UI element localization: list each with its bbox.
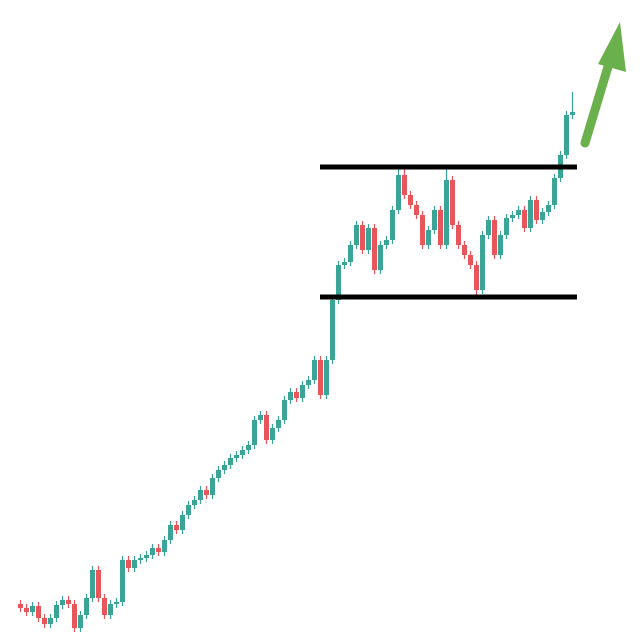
levels bbox=[320, 164, 577, 300]
candle-body bbox=[222, 465, 227, 470]
candle-body bbox=[516, 210, 521, 215]
candle-body bbox=[54, 605, 59, 618]
candle-body bbox=[24, 608, 29, 612]
candle-body bbox=[198, 490, 203, 500]
candle-body bbox=[408, 195, 413, 205]
candle-body bbox=[444, 180, 449, 245]
candle-body bbox=[492, 220, 497, 255]
candles bbox=[18, 92, 575, 632]
candle-body bbox=[282, 400, 287, 420]
arrow-shaft bbox=[580, 55, 615, 148]
candle-body bbox=[126, 560, 131, 568]
candle-body bbox=[120, 560, 125, 602]
candle-body bbox=[546, 205, 551, 212]
candle-body bbox=[294, 392, 299, 398]
candle-body bbox=[462, 245, 467, 255]
candle-body bbox=[84, 598, 89, 615]
candle-body bbox=[72, 604, 77, 628]
candle-body bbox=[480, 235, 485, 290]
candle-body bbox=[78, 615, 83, 628]
candle-body bbox=[342, 262, 347, 265]
candle-body bbox=[552, 178, 557, 205]
candle-body bbox=[96, 570, 101, 598]
candle-body bbox=[336, 265, 341, 300]
arrow-head bbox=[598, 22, 626, 72]
candle-body bbox=[66, 600, 71, 604]
candle-body bbox=[384, 240, 389, 245]
candle-body bbox=[468, 255, 473, 265]
candle-body bbox=[18, 604, 23, 608]
candle-body bbox=[522, 210, 527, 228]
candle-body bbox=[108, 604, 113, 615]
candle-body bbox=[264, 415, 269, 440]
candle-body bbox=[528, 200, 533, 228]
candle-body bbox=[186, 505, 191, 515]
candle-body bbox=[510, 215, 515, 218]
candle-body bbox=[564, 115, 569, 155]
candle-body bbox=[228, 458, 233, 465]
candle-body bbox=[168, 525, 173, 540]
candle-body bbox=[276, 420, 281, 428]
candle-body bbox=[360, 225, 365, 250]
candle-body bbox=[162, 540, 167, 552]
candle-body bbox=[540, 212, 545, 220]
candle-body bbox=[258, 415, 263, 420]
candle-body bbox=[240, 450, 245, 455]
candle-body bbox=[156, 548, 161, 552]
candle-body bbox=[348, 245, 353, 262]
candle-body bbox=[210, 478, 215, 495]
candle-body bbox=[180, 515, 185, 530]
candle-body bbox=[498, 235, 503, 255]
breakout-arrow bbox=[580, 22, 626, 148]
candle-body bbox=[102, 598, 107, 615]
candle-body bbox=[426, 230, 431, 245]
candle-body bbox=[330, 300, 335, 360]
candle-body bbox=[534, 200, 539, 220]
candle-body bbox=[234, 455, 239, 458]
candle-body bbox=[270, 428, 275, 440]
candle-body bbox=[324, 360, 329, 395]
candle-body bbox=[114, 602, 119, 604]
candle-body bbox=[312, 360, 317, 380]
candle-body bbox=[132, 560, 137, 568]
candle-body bbox=[90, 570, 95, 598]
candle-body bbox=[144, 555, 149, 558]
candle-body bbox=[420, 215, 425, 245]
candle-body bbox=[306, 380, 311, 385]
candle-body bbox=[42, 618, 47, 624]
candle-body bbox=[300, 385, 305, 398]
candle-body bbox=[192, 500, 197, 505]
candle-body bbox=[288, 392, 293, 400]
candle-body bbox=[318, 360, 323, 395]
candle-body bbox=[438, 210, 443, 245]
candle-body bbox=[372, 228, 377, 270]
candle-body bbox=[60, 600, 65, 605]
candle-body bbox=[216, 470, 221, 478]
candle-body bbox=[414, 205, 419, 215]
candle-body bbox=[30, 606, 35, 612]
candle-body bbox=[432, 210, 437, 230]
candle-body bbox=[378, 245, 383, 270]
candle-body bbox=[486, 220, 491, 235]
candle-body bbox=[504, 218, 509, 235]
candle-body bbox=[570, 112, 575, 115]
candle-body bbox=[402, 175, 407, 195]
candle-body bbox=[366, 228, 371, 250]
candle-body bbox=[474, 265, 479, 290]
candle-body bbox=[450, 180, 455, 225]
candle-body bbox=[48, 618, 53, 624]
candle-body bbox=[354, 225, 359, 245]
candle-body bbox=[390, 210, 395, 240]
candle-body bbox=[456, 225, 461, 245]
candle-body bbox=[36, 606, 41, 618]
candle-body bbox=[246, 445, 251, 450]
candle-body bbox=[138, 558, 143, 560]
candle-body bbox=[396, 175, 401, 210]
candle-body bbox=[174, 525, 179, 530]
candle-body bbox=[150, 548, 155, 555]
candle-body bbox=[252, 420, 257, 445]
candle-body bbox=[204, 490, 209, 495]
